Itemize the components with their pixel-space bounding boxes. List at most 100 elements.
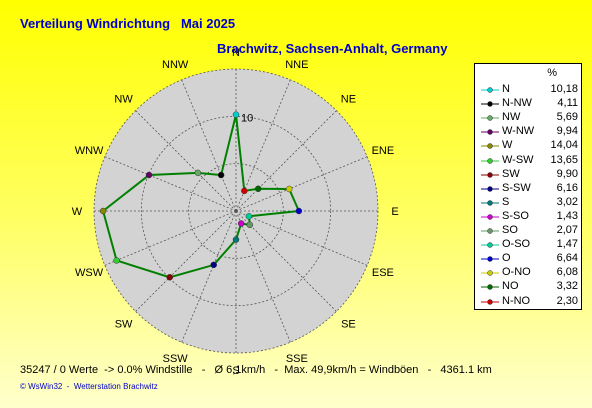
data-point-ssw (210, 261, 217, 269)
legend-item: SW 9,90 (475, 168, 581, 182)
legend-marker (481, 284, 499, 291)
legend-item-name: N-NO (502, 294, 531, 307)
direction-label-ssw: SSW (163, 353, 189, 365)
grid-ring-0 (188, 163, 284, 259)
direction-label-wnw: WNW (75, 145, 104, 157)
legend-item-value: 3,02 (556, 195, 578, 208)
legend-item: S-SW 6,16 (475, 182, 581, 196)
legend-marker (481, 115, 499, 121)
legend-marker (481, 298, 499, 305)
data-point-nw (194, 169, 202, 177)
legend-item: S 3,02 (475, 196, 581, 210)
legend-item-value: 6,64 (556, 252, 578, 265)
legend-item-value: 13,65 (550, 153, 578, 166)
legend-item: NW 5,69 (475, 111, 581, 125)
legend-item-value: 6,08 (556, 266, 578, 279)
legend-item: W-NW 9,94 (475, 125, 581, 139)
direction-label-ne: NE (341, 94, 356, 106)
data-point-ne (254, 185, 262, 193)
legend-item-value: 2,30 (556, 294, 578, 307)
legend-item-name: SO (502, 224, 518, 236)
legend-item: SO 2,07 (475, 224, 581, 238)
direction-label-sse: SSE (286, 353, 308, 365)
legend-marker (481, 101, 499, 107)
data-point-sse (237, 220, 245, 227)
data-point-e (295, 207, 303, 215)
legend-marker (481, 200, 499, 206)
chart-subtitle: Brachwitz, Sachsen-Anhalt, Germany (217, 41, 448, 56)
legend-item: N-NW 4,11 (475, 97, 581, 111)
legend-item-value: 3,32 (556, 280, 578, 293)
direction-label-nne: NNE (285, 59, 308, 71)
data-point-s (232, 236, 240, 243)
legend-marker (481, 214, 499, 220)
legend-item-name: N (502, 83, 510, 95)
legend-item-name: W-NW (502, 125, 535, 138)
data-point-n (232, 111, 240, 118)
legend-item: O-NO 6,08 (475, 266, 581, 280)
legend-item: NO 3,32 (475, 280, 581, 294)
legend-item-name: N-NW (502, 97, 532, 110)
credit-line: © WsWin32 - Wetterstation Brachwitz (20, 382, 158, 391)
legend-marker (481, 143, 499, 150)
stats-line: 35247 / 0 Werte -> 0.0% Windstille - Ø 6… (20, 364, 492, 376)
legend: % N 10,18 N-NW 4,11 NW 5,69 W-NW 9,94 W 14,04 W-SW… (474, 63, 582, 310)
direction-label-s: S (232, 365, 239, 377)
data-point-nne (241, 187, 248, 195)
data-point-wsw (113, 257, 120, 264)
data-point-w (99, 207, 107, 215)
legend-marker (481, 157, 499, 164)
legend-item: O-SO 1,47 (475, 238, 581, 252)
legend-item-value: 5,69 (556, 111, 578, 124)
legend-item-value: 1,47 (556, 238, 578, 251)
legend-item: N-NO 2,30 (475, 295, 581, 309)
data-point-wnw (145, 171, 153, 179)
legend-item-value: 6,16 (556, 181, 578, 194)
chart-title: Verteilung Windrichtung Mai 2025 (20, 16, 236, 31)
legend-item-name: S-SO (502, 209, 529, 222)
legend-item-name: O (502, 252, 511, 265)
data-point-nnw (217, 171, 225, 179)
legend-marker (481, 171, 499, 178)
legend-item-value: 1,43 (556, 209, 578, 222)
direction-label-se: SE (341, 318, 356, 330)
legend-item-name: W-SW (502, 153, 534, 166)
legend-item: S-SO 1,43 (475, 210, 581, 224)
legend-item-value: 9,94 (556, 125, 578, 138)
legend-item: N 10,18 (475, 83, 581, 97)
legend-item-name: O-SO (502, 238, 531, 251)
data-point-sw (166, 274, 173, 281)
direction-label-e: E (391, 206, 398, 218)
legend-item: W-SW 13,65 (475, 154, 581, 168)
legend-item-name: W (502, 139, 513, 152)
legend-item-name: NO (502, 280, 519, 293)
legend-marker (481, 185, 499, 192)
legend-unit: % (547, 67, 557, 79)
data-point-se (246, 221, 254, 229)
legend-marker (481, 87, 499, 93)
legend-item: W 14,04 (475, 139, 581, 153)
direction-label-ese: ESE (372, 267, 394, 279)
legend-marker (481, 270, 499, 277)
direction-label-w: W (72, 206, 83, 218)
ring-value-label: 10 (241, 112, 253, 124)
legend-item-name: O-NO (502, 266, 531, 279)
legend-marker (481, 256, 499, 262)
direction-label-nw: NW (114, 94, 133, 106)
legend-item-name: NW (502, 111, 521, 124)
legend-item-value: 4,11 (557, 97, 578, 110)
direction-label-wsw: WSW (75, 267, 104, 279)
legend-item-name: S-SW (502, 181, 531, 194)
legend-item-name: SW (502, 167, 520, 180)
legend-item-value: 10,18 (550, 83, 578, 95)
legend-marker (481, 228, 499, 234)
legend-marker (481, 129, 499, 136)
data-point-ese (245, 213, 253, 220)
legend-marker (481, 242, 499, 248)
legend-item-value: 14,04 (550, 139, 578, 152)
legend-item-value: 2,07 (556, 224, 578, 236)
legend-item-value: 9,90 (556, 167, 578, 180)
direction-label-ene: ENE (372, 145, 395, 157)
direction-label-n: N (232, 47, 240, 59)
